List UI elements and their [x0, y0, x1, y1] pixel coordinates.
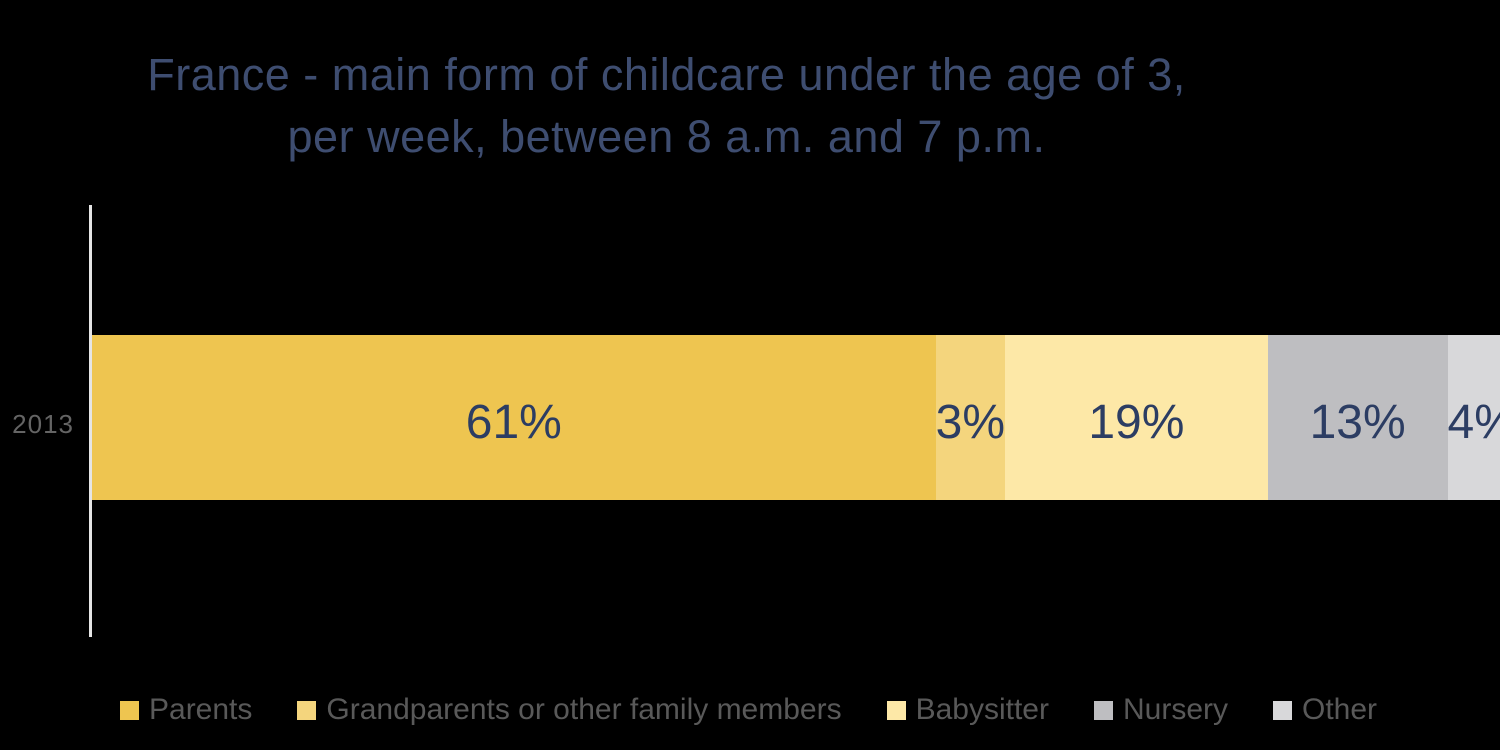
legend-swatch-icon	[1093, 700, 1113, 720]
legend-item-nursery: Nursery	[1093, 693, 1228, 727]
legend-label: Nursery	[1122, 693, 1228, 726]
legend-swatch-icon	[297, 700, 317, 720]
legend-label: Other	[1302, 693, 1378, 726]
y-axis-line	[89, 205, 92, 637]
bar-segment-value-label: 13%	[1309, 396, 1406, 449]
stacked-bar: 61% 3% 19% 13% 4%	[92, 335, 1500, 500]
legend-label: Grandparents or other family members	[326, 693, 842, 726]
bar-segment-grandparents-or-other-family-members: 3%	[935, 335, 1005, 500]
bar-segment-value-label: 3%	[935, 396, 1005, 449]
legend-item-babysitter: Babysitter	[886, 693, 1049, 727]
bar-segment-nursery: 13%	[1267, 335, 1448, 500]
legend: Parents Grandparents or other family memb…	[120, 693, 1377, 727]
chart-title: France - main form of childcare under th…	[0, 44, 1333, 168]
chart-title-line1: France - main form of childcare under th…	[147, 49, 1186, 100]
bar-segment-parents: 61%	[92, 335, 936, 500]
legend-swatch-icon	[1273, 700, 1292, 720]
legend-label: Babysitter	[915, 693, 1049, 726]
bar-segment-babysitter: 19%	[1005, 335, 1268, 500]
legend-item-grandparents-or-other-family-members: Grandparents or other family members	[297, 693, 842, 727]
legend-item-other: Other	[1273, 693, 1377, 727]
bar-segment-value-label: 61%	[465, 396, 562, 449]
bar-segment-other: 4%	[1447, 335, 1500, 500]
legend-item-parents: Parents	[120, 693, 252, 727]
legend-swatch-icon	[120, 700, 139, 720]
bar-segment-value-label: 4%	[1447, 396, 1500, 449]
legend-label: Parents	[149, 693, 253, 726]
category-label-2013: 2013	[12, 409, 74, 439]
chart-title-line2: per week, between 8 a.m. and 7 p.m.	[287, 111, 1046, 162]
bar-segment-value-label: 19%	[1088, 396, 1185, 449]
legend-swatch-icon	[886, 700, 906, 720]
